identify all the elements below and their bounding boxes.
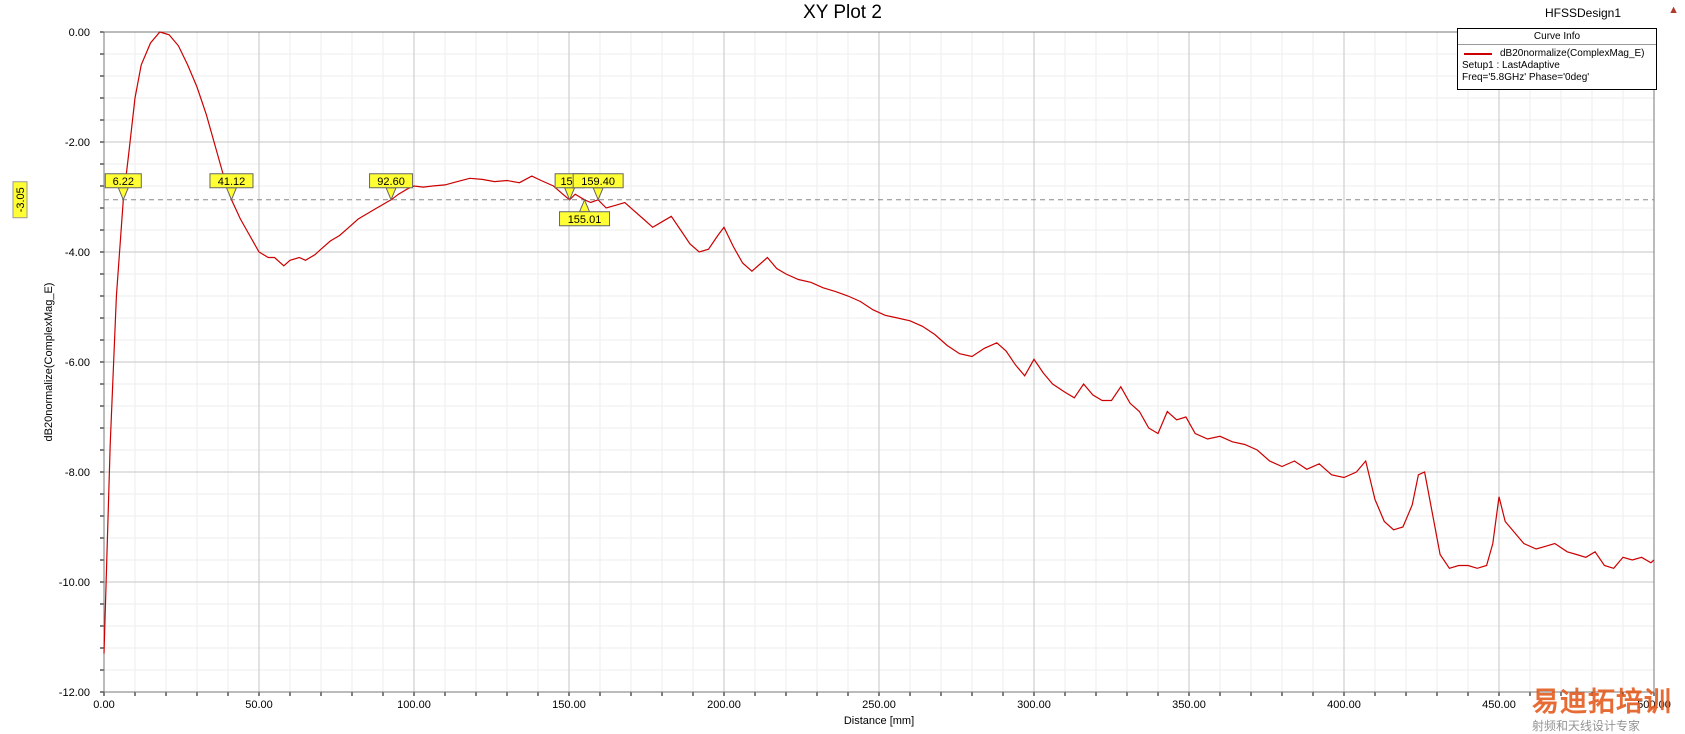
design-name: HFSSDesign1 bbox=[1544, 6, 1621, 20]
corner-arrow-icon[interactable]: ▲ bbox=[1668, 4, 1679, 16]
marker-label: 155.01 bbox=[568, 214, 602, 226]
marker-box bbox=[369, 173, 414, 189]
marker-box bbox=[572, 173, 624, 189]
legend-swatch bbox=[1464, 53, 1492, 55]
series-line bbox=[103, 31, 1655, 654]
y-tick-label: -4.00 bbox=[65, 247, 90, 259]
reference-label-text: -3.05 bbox=[15, 187, 27, 212]
marker: 155.01 bbox=[559, 198, 611, 227]
y-tick-label: -12.00 bbox=[59, 687, 90, 699]
watermark-tagline: 射频和天线设计专家 bbox=[1532, 719, 1641, 733]
watermark: 易迪拓培训 射频和天线设计专家 bbox=[1532, 680, 1682, 733]
watermark-brand: 易迪拓培训 bbox=[1532, 687, 1672, 717]
x-tick-label: 0.00 bbox=[93, 699, 114, 711]
legend-params: Freq='5.8GHz' Phase='0deg' bbox=[1462, 72, 1590, 83]
legend-series-entry: dB20normalize(ComplexMag_E) bbox=[1458, 47, 1656, 60]
y-tick-label: -2.00 bbox=[65, 137, 90, 149]
x-axis-label: Distance [mm] bbox=[844, 715, 914, 727]
reference-label: -3.05 bbox=[12, 181, 28, 219]
plot-frame bbox=[103, 31, 1655, 693]
marker: 92.60 bbox=[369, 173, 414, 202]
marker-label: 6.22 bbox=[113, 176, 134, 188]
x-tick-label: 400.00 bbox=[1327, 699, 1361, 711]
marker-box bbox=[209, 173, 254, 189]
marker: 41.12 bbox=[209, 173, 254, 202]
marker-label: 92.60 bbox=[377, 176, 405, 188]
curve-info-legend[interactable]: Curve Info dB20normalize(ComplexMag_E) S… bbox=[1457, 28, 1657, 90]
y-axis-label: dB20normalize(ComplexMag_E) bbox=[43, 283, 55, 442]
x-tick-label: 450.00 bbox=[1482, 699, 1516, 711]
legend-series-name: dB20normalize(ComplexMag_E) bbox=[1500, 48, 1645, 59]
x-tick-label: 50.00 bbox=[245, 699, 273, 711]
x-tick-label: 500.00 bbox=[1637, 699, 1671, 711]
x-tick-label: 150.00 bbox=[552, 699, 586, 711]
y-tick-label: -8.00 bbox=[65, 467, 90, 479]
marker-label: 41.12 bbox=[218, 176, 246, 188]
legend-title: Curve Info bbox=[1458, 29, 1656, 45]
y-tick-label: -6.00 bbox=[65, 357, 90, 369]
x-tick-label: 300.00 bbox=[1017, 699, 1051, 711]
marker-label: 159.40 bbox=[581, 176, 615, 188]
x-tick-label: 350.00 bbox=[1172, 699, 1206, 711]
legend-setup: Setup1 : LastAdaptive bbox=[1462, 60, 1560, 71]
marker-box bbox=[559, 211, 611, 227]
marker: 6.22 bbox=[104, 173, 142, 202]
y-tick-label: 0.00 bbox=[69, 27, 90, 39]
plot-title: XY Plot 2 bbox=[803, 2, 882, 23]
x-tick-label: 250.00 bbox=[862, 699, 896, 711]
y-tick-label: -10.00 bbox=[59, 577, 90, 589]
x-tick-label: 100.00 bbox=[397, 699, 431, 711]
marker-box bbox=[104, 173, 142, 189]
marker: 159.40 bbox=[572, 173, 624, 202]
reference-label-box bbox=[12, 181, 28, 219]
x-tick-label: 200.00 bbox=[707, 699, 741, 711]
